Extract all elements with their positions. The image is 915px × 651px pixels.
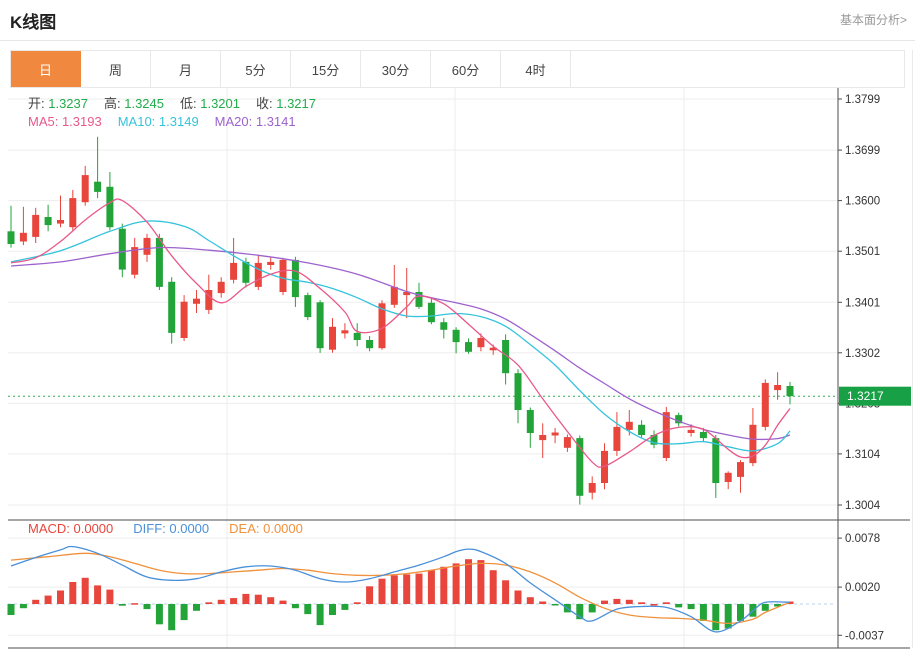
- tab-4时[interactable]: 4时: [501, 51, 571, 87]
- header-divider: [0, 40, 915, 41]
- period-tab-bar: 日周月 5分 15分 30分 60分 4时: [10, 50, 905, 88]
- svg-text:1.3104: 1.3104: [845, 449, 881, 461]
- page-title: K线图: [10, 13, 57, 32]
- tab-周[interactable]: 周: [81, 51, 151, 87]
- axis-labels: 1.3799 1.3699 1.3600 1.3501 1.3401 1.3302 1.32…: [838, 94, 884, 642]
- svg-text:0.0020: 0.0020: [845, 582, 880, 594]
- tab-30分[interactable]: 30分: [361, 51, 431, 87]
- svg-text:0.0078: 0.0078: [845, 533, 880, 545]
- diff-line: [10, 545, 791, 633]
- svg-text:1.3699: 1.3699: [845, 145, 880, 157]
- tab-日[interactable]: 日: [11, 51, 81, 87]
- svg-text:1.3501: 1.3501: [845, 246, 880, 258]
- tab-15分[interactable]: 15分: [291, 51, 361, 87]
- ma5-line: [10, 198, 791, 468]
- kline-chart[interactable]: 1.3799 1.3699 1.3600 1.3501 1.3401 1.3302 1.32…: [0, 88, 915, 651]
- macd-histogram: [7, 559, 794, 631]
- dea-line: [10, 552, 791, 625]
- svg-text:1.3799: 1.3799: [845, 94, 880, 106]
- ma10-line: [10, 220, 791, 452]
- svg-text:1.3217: 1.3217: [847, 389, 884, 403]
- gridlines: [8, 88, 838, 648]
- fundamental-analysis-link[interactable]: 基本面分析>: [839, 13, 907, 27]
- tab-月[interactable]: 月: [151, 51, 221, 87]
- svg-text:1.3302: 1.3302: [845, 348, 880, 360]
- ma20-line: [10, 246, 791, 441]
- svg-text:1.3600: 1.3600: [845, 196, 880, 208]
- tab-60分[interactable]: 60分: [431, 51, 501, 87]
- candlestick-series: [7, 136, 794, 505]
- tab-5分[interactable]: 5分: [221, 51, 291, 87]
- svg-text:1.3004: 1.3004: [845, 500, 881, 512]
- widget-right-border: [912, 50, 913, 648]
- svg-text:1.3401: 1.3401: [845, 297, 880, 309]
- current-price-tag: 1.3217: [839, 386, 911, 406]
- svg-text:-0.0037: -0.0037: [845, 630, 884, 642]
